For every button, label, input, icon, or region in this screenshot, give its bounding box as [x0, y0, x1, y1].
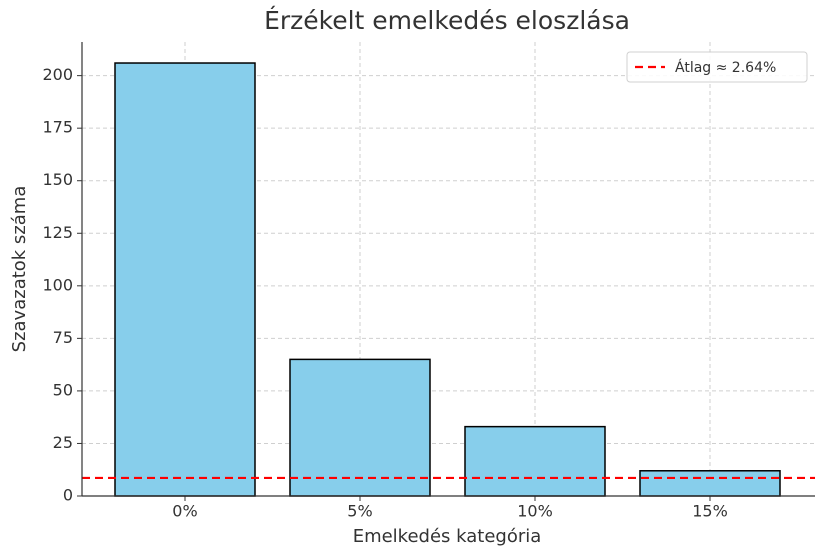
y-tick-label: 100 [42, 275, 73, 294]
bar [114, 62, 256, 497]
y-tick-label: 50 [53, 380, 73, 399]
legend-label: Átlag ≈ 2.64% [675, 59, 776, 76]
y-tick-label: 75 [53, 328, 73, 347]
x-axis-label: Emelkedés kategória [353, 526, 542, 547]
legend-box [626, 51, 808, 83]
x-tick-label: 0% [172, 502, 197, 521]
bar [464, 425, 606, 497]
bar [289, 358, 431, 497]
y-axis-label: Szavazatok száma [9, 186, 30, 353]
y-tick-label: 25 [53, 433, 73, 452]
y-tick-label: 150 [42, 170, 73, 189]
chart-title: Érzékelt emelkedés eloszlása [264, 6, 630, 35]
x-tick-label: 5% [347, 502, 372, 521]
bar [639, 470, 781, 497]
legend: Átlag ≈ 2.64% [626, 51, 808, 83]
y-tick-label: 200 [42, 65, 73, 84]
x-tick-label: 10% [517, 502, 553, 521]
x-tick-label: 15% [692, 502, 728, 521]
y-tick-label: 125 [42, 223, 73, 242]
y-tick-label: 0 [63, 486, 73, 505]
y-tick-label: 175 [42, 118, 73, 137]
